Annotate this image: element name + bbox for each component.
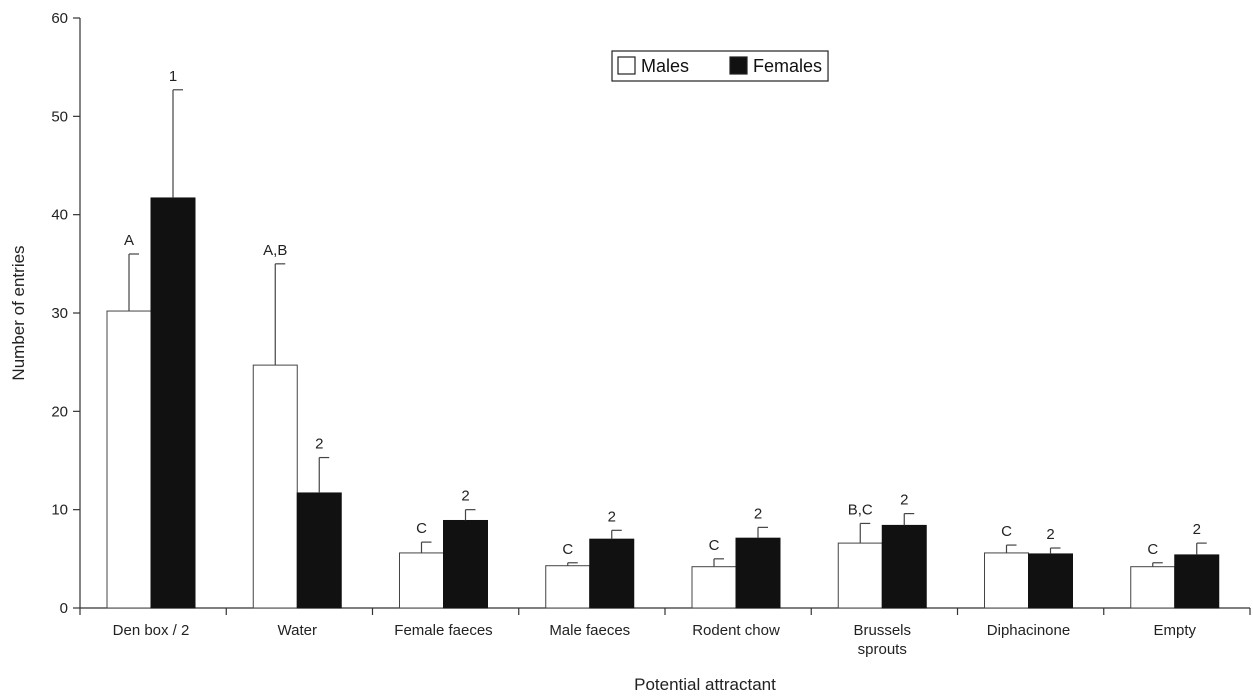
significance-label: 2 (900, 492, 908, 509)
y-tick-label: 30 (51, 305, 68, 322)
bar-males (545, 565, 591, 609)
legend-label-males: Males (641, 56, 689, 76)
bar-females (1174, 554, 1220, 609)
bar-females (443, 519, 488, 609)
bar-males (252, 364, 298, 609)
significance-label: B,C (848, 501, 873, 518)
bar-females (1028, 553, 1073, 609)
bar-males (837, 542, 883, 609)
significance-label: 2 (315, 436, 323, 453)
y-tick-label: 50 (51, 108, 68, 125)
y-axis-label: Number of entries (9, 245, 28, 380)
significance-label: 1 (169, 68, 177, 85)
bar-females (589, 538, 635, 609)
significance-label: 2 (754, 505, 762, 522)
legend-frame (611, 50, 829, 82)
y-tick-label: 60 (51, 10, 68, 27)
x-tick-label: Female faeces (394, 622, 492, 639)
bar-females (735, 537, 781, 609)
y-tick-label: 20 (51, 403, 68, 420)
significance-label: A (124, 232, 134, 249)
x-tick-label: Diphacinone (987, 622, 1070, 639)
significance-label: C (709, 537, 720, 554)
x-tick-label: Brussels sprouts (853, 622, 911, 658)
significance-label: A,B (263, 242, 287, 259)
bar-males (984, 552, 1029, 609)
significance-label: C (562, 541, 573, 558)
significance-label: C (1001, 523, 1012, 540)
significance-label: 2 (1193, 521, 1201, 538)
legend-swatch-males (617, 56, 636, 75)
bar-females (296, 492, 342, 609)
bar-males (1130, 566, 1176, 609)
x-tick-label: Male faeces (549, 622, 630, 639)
x-axis-label: Potential attractant (634, 675, 776, 694)
plot-area: 0 10 20 30 40 50 60 Den box / 2 A 1 Water A,B 2 Femal… (51, 10, 1251, 658)
x-tick-label: Water (278, 622, 317, 639)
y-tick-label: 0 (60, 600, 68, 617)
bar-females (150, 197, 196, 609)
legend: Males Females (611, 50, 829, 82)
x-tick-label: Empty (1153, 622, 1196, 639)
bar-males (691, 566, 737, 609)
significance-label: C (1147, 541, 1158, 558)
bar-females (881, 524, 927, 609)
y-tick-label: 10 (51, 502, 68, 519)
y-tick-label: 40 (51, 207, 68, 224)
legend-swatch-females (729, 56, 748, 75)
significance-label: 2 (608, 508, 616, 525)
significance-label: C (416, 520, 427, 537)
bar-males (399, 552, 444, 609)
x-tick-label: Rodent chow (692, 622, 780, 639)
legend-label-females: Females (753, 56, 822, 76)
significance-label: 2 (461, 488, 469, 505)
x-tick-label: Den box / 2 (113, 622, 190, 639)
bar-males (106, 310, 152, 609)
significance-label: 2 (1046, 526, 1054, 543)
